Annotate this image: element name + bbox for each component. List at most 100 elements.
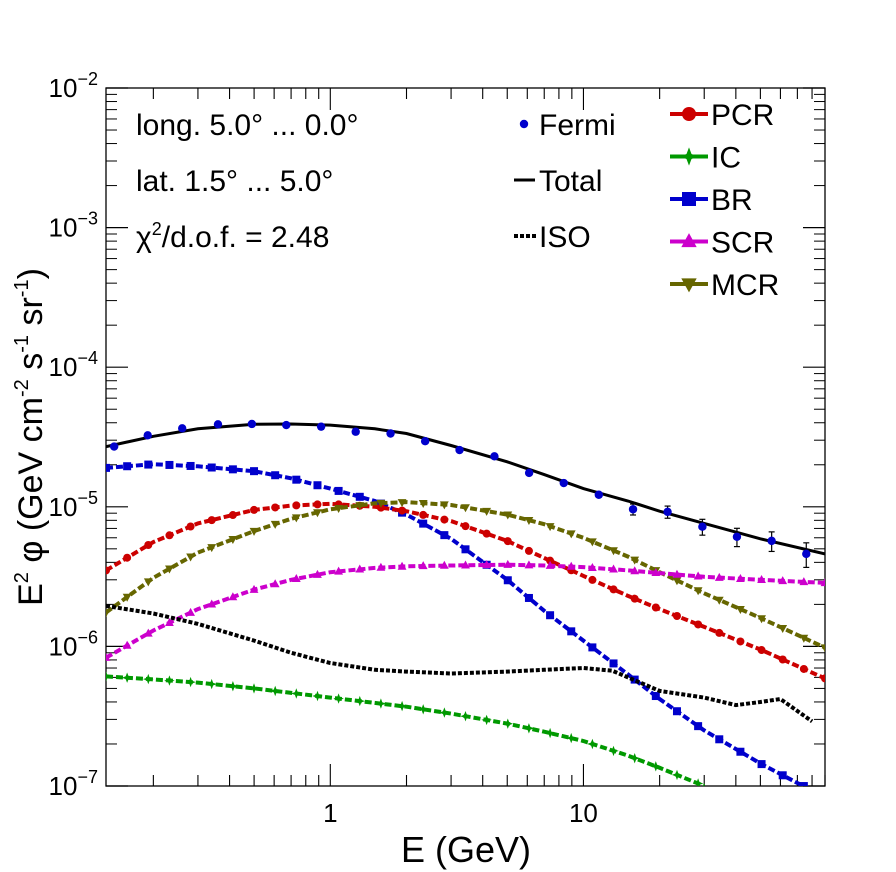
series-marker-br <box>208 464 216 472</box>
series-marker-br <box>525 594 533 602</box>
series-marker-ic <box>608 746 618 756</box>
series-marker-ic <box>312 691 322 701</box>
x-tick-label: 10 <box>569 798 598 828</box>
series-marker-ic <box>164 675 174 685</box>
series-marker-br <box>313 481 321 489</box>
annotation-longitude: long. 5.0° ... 0.0° <box>136 109 358 142</box>
series-marker-pcr <box>652 604 660 612</box>
y-tick-label: 10−6 <box>49 627 98 661</box>
series-marker-pcr <box>229 511 237 519</box>
series-marker-br <box>673 707 681 715</box>
fermi-point <box>733 533 741 541</box>
series-marker-ic <box>185 677 195 687</box>
legend-label-fermi: Fermi <box>539 109 616 142</box>
series-marker-br <box>187 462 195 470</box>
series-marker-br <box>102 464 110 472</box>
series-marker-ic <box>270 686 280 696</box>
fermi-point <box>525 469 533 477</box>
legend-label-br: BR <box>711 184 753 217</box>
series-marker-br <box>610 659 618 667</box>
series-marker-pcr <box>440 516 448 524</box>
series-clip-group <box>101 424 830 800</box>
series-marker-mcr <box>102 609 111 617</box>
fermi-point <box>698 523 706 531</box>
series-marker-ic <box>439 707 449 717</box>
y-axis-title: E2 φ (GeV cm-2 s-1 sr-1) <box>11 268 50 606</box>
series-marker-pcr <box>525 547 533 555</box>
series-marker-ic <box>503 719 513 729</box>
legend-label-ic: IC <box>711 142 741 175</box>
y-tick-label: 10−3 <box>49 209 98 243</box>
fermi-point <box>178 424 186 432</box>
series-marker-ic <box>566 733 576 743</box>
legend-marker-pcr <box>682 107 696 121</box>
series-marker-br <box>504 576 512 584</box>
fermi-point <box>560 479 568 487</box>
legend-left: FermiTotalISO <box>514 109 616 254</box>
series-marker-br <box>419 520 427 528</box>
legend-label-scr: SCR <box>711 227 774 260</box>
fermi-point <box>144 431 152 439</box>
series-marker-pcr <box>715 629 723 637</box>
series-marker-br <box>821 792 829 800</box>
x-tick-label: 1 <box>323 798 337 828</box>
series-marker-pcr <box>504 537 512 545</box>
y-tick-label: 10−5 <box>49 488 98 522</box>
series-marker-pcr <box>292 501 300 509</box>
series-marker-br <box>292 476 300 484</box>
fermi-point <box>317 422 325 430</box>
series-marker-pcr <box>250 506 258 514</box>
fermi-point <box>629 505 637 513</box>
series-marker-pcr <box>144 541 152 549</box>
fermi-point <box>421 437 429 445</box>
legend-fermi-marker <box>520 120 528 128</box>
fermi-point <box>802 550 810 558</box>
series-marker-pcr <box>462 522 470 530</box>
series-marker-ic <box>418 704 428 714</box>
series-line-iso <box>106 606 812 722</box>
series-marker-br <box>736 748 744 756</box>
series-marker-ic <box>355 696 365 706</box>
series-marker-br <box>250 467 258 475</box>
series-marker-ic <box>460 711 470 721</box>
fermi-point <box>663 508 671 516</box>
series-marker-pcr <box>588 576 596 584</box>
fermi-point <box>248 420 256 428</box>
series-marker-ic <box>291 688 301 698</box>
series-marker-pcr <box>208 516 216 524</box>
legend-label-iso: ISO <box>539 221 591 254</box>
series-marker-br <box>229 465 237 473</box>
series-marker-br <box>567 627 575 635</box>
fermi-point <box>214 420 222 428</box>
series-marker-br <box>462 545 470 553</box>
fermi-point <box>352 428 360 436</box>
series-marker-ic <box>333 693 343 703</box>
series-group <box>101 424 830 800</box>
series-marker-ic <box>228 681 238 691</box>
legend-label-mcr: MCR <box>711 269 779 302</box>
y-tick-label: 10−4 <box>49 348 98 382</box>
spectrum-chart: 10−710−610−510−410−310−21 10 long. 5.0° .… <box>0 0 896 872</box>
series-marker-ic <box>122 673 132 683</box>
series-marker-pcr <box>694 620 702 628</box>
series-marker-br <box>335 487 343 495</box>
y-tick-label: 10−2 <box>49 69 98 103</box>
series-marker-ic <box>249 683 259 693</box>
series-marker-ic <box>693 778 703 788</box>
legend-marker-ic <box>680 147 698 165</box>
series-marker-pcr <box>165 531 173 539</box>
fermi-point <box>767 537 775 545</box>
series-marker-ic <box>207 679 217 689</box>
annotation-chi2: χ2/d.o.f. = 2.48 <box>136 219 329 254</box>
legend-label-pcr: PCR <box>711 99 774 132</box>
series-marker-ic <box>545 728 555 738</box>
series-marker-br <box>123 462 131 470</box>
series-marker-ic <box>397 701 407 711</box>
fermi-point <box>455 446 463 454</box>
series-marker-pcr <box>483 530 491 538</box>
series-marker-pcr <box>313 500 321 508</box>
series-marker-ic <box>481 715 491 725</box>
x-axis-title: E (GeV) <box>401 829 531 870</box>
series-marker-pcr <box>271 503 279 511</box>
series-marker-pcr <box>102 566 110 574</box>
